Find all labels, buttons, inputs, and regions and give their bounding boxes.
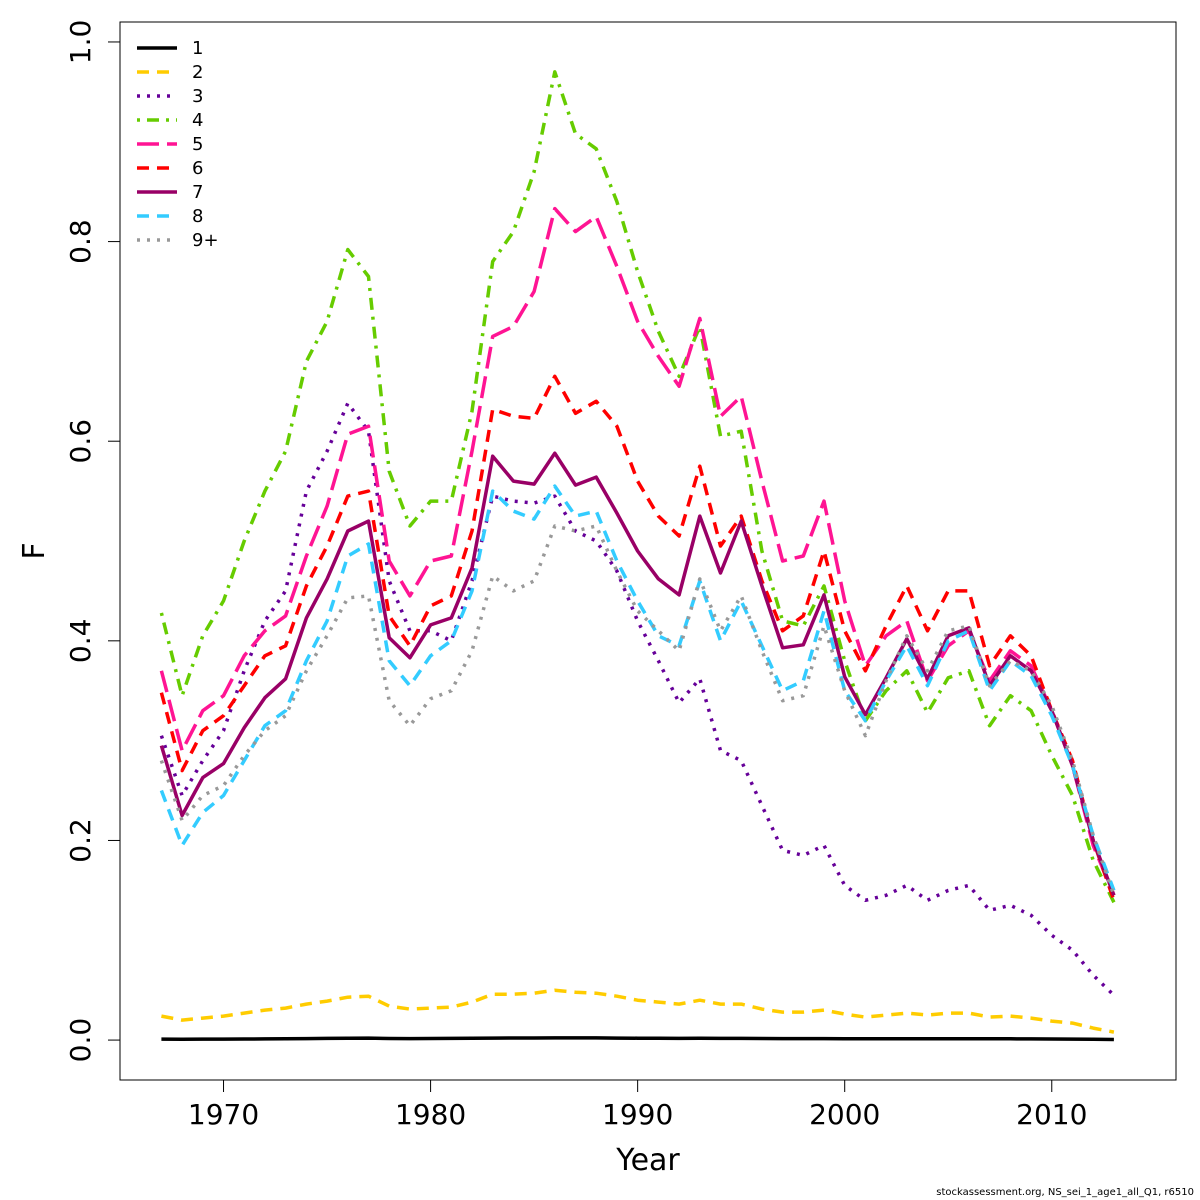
- series-line-9plus: [159, 524, 1116, 896]
- y-tick-label: 0.2: [64, 818, 97, 863]
- series-line-8: [159, 484, 1116, 892]
- legend-label: 2: [192, 62, 203, 83]
- series-line-1: [161, 1036, 1114, 1042]
- series-layer: [159, 70, 1116, 1042]
- legend-label: 1: [192, 38, 203, 59]
- legend-label: 6: [192, 158, 203, 179]
- plot-frame: [119, 21, 1177, 1081]
- y-axis: 0.0 0.2 0.4 0.6 0.8 1.0: [64, 20, 121, 1063]
- footer-credit: stockassessment.org, NS_sei_1_age1_all_Q…: [936, 1187, 1194, 1198]
- legend-label: 8: [192, 206, 203, 227]
- y-tick-label: 0.8: [64, 219, 97, 264]
- legend: 1 2 3 4 5 6 7 8 9+: [137, 38, 219, 251]
- x-axis-title: Year: [615, 1143, 680, 1178]
- y-tick-label: 1.0: [64, 20, 97, 65]
- x-tick-label: 1990: [602, 1098, 673, 1131]
- legend-label: 5: [192, 134, 203, 155]
- y-axis-title: F: [17, 542, 52, 559]
- series-line-5: [159, 206, 1116, 896]
- y-tick-label: 0.0: [64, 1018, 97, 1063]
- legend-label: 3: [192, 86, 203, 107]
- series-line-4: [159, 70, 1116, 904]
- x-tick-label: 2010: [1016, 1098, 1087, 1131]
- legend-label: 9+: [192, 230, 219, 251]
- series-line-3: [159, 401, 1116, 997]
- legend-label: 4: [192, 110, 203, 131]
- series-line-7: [159, 451, 1116, 896]
- x-tick-label: 2000: [809, 1098, 880, 1131]
- legend-label: 7: [192, 182, 203, 203]
- y-tick-label: 0.4: [64, 619, 97, 664]
- x-axis: 1970 1980 1990 2000 2010: [188, 1079, 1087, 1131]
- y-tick-label: 0.6: [64, 419, 97, 464]
- series-line-2: [161, 988, 1115, 1034]
- x-tick-label: 1970: [188, 1098, 259, 1131]
- series-line-6: [159, 374, 1116, 901]
- x-tick-label: 1980: [395, 1098, 466, 1131]
